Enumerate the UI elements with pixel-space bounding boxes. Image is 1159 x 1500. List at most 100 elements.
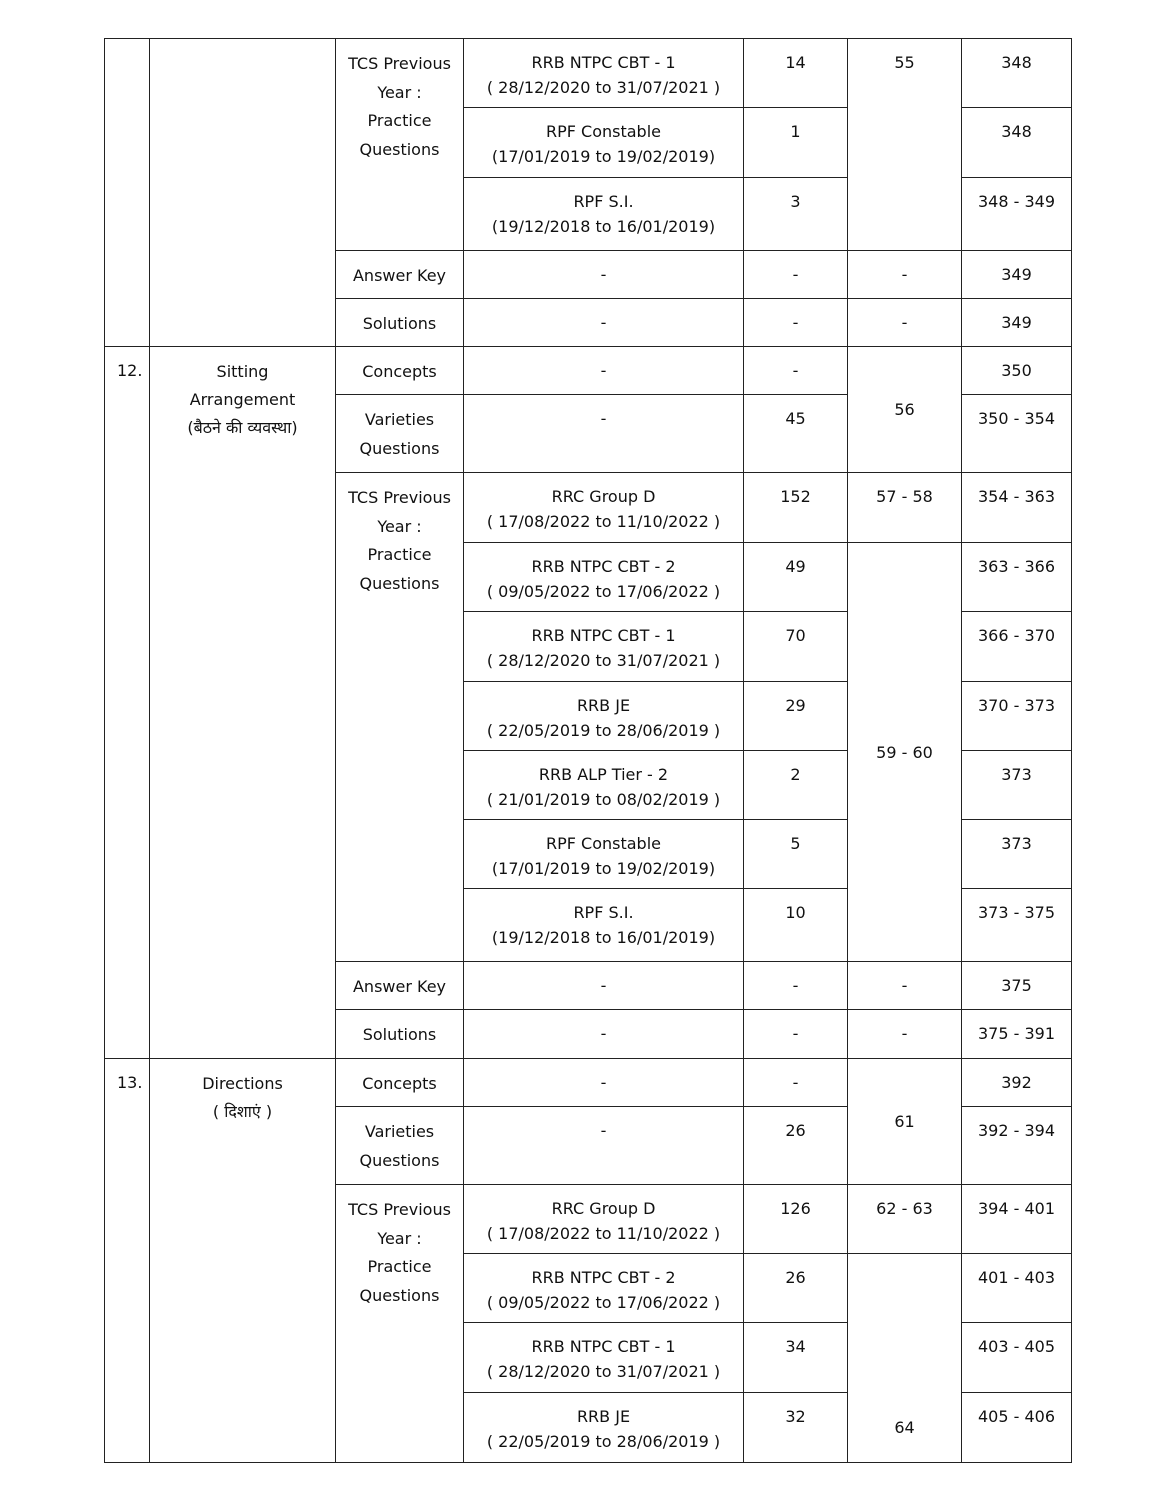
exam-cell: RRB JE ( 22/05/2019 to 28/06/2019 ) [463, 681, 744, 751]
exam-cell: RPF S.I. (19/12/2018 to 16/01/2019) [463, 177, 744, 251]
table-row: Answer Key - - -375 [105, 961, 1072, 1010]
section-cell: Answer Key [335, 961, 464, 1010]
table-row: RRB ALP Tier - 2 ( 21/01/2019 to 08/02/2… [105, 750, 1072, 820]
table-row: Varieties Questions -45 350 - 354 [105, 394, 1072, 473]
solution-page-cell: 403 - 405 [961, 1322, 1072, 1393]
exam-cell: - [463, 298, 744, 347]
page-cell: 61 [847, 1058, 962, 1185]
page-cell: - [847, 298, 962, 347]
exam-cell: RRB ALP Tier - 2 ( 21/01/2019 to 08/02/2… [463, 750, 744, 820]
section-cell: Varieties Questions [335, 1106, 464, 1185]
solution-page-cell: 370 - 373 [961, 681, 1072, 751]
serial-cell: 13. [104, 1058, 150, 1463]
solution-page-cell: 373 [961, 819, 1072, 889]
contents-table-body: TCS Previous Year : Practice Questions RR… [104, 38, 1072, 1463]
exam-cell: RPF S.I. (19/12/2018 to 16/01/2019) [463, 888, 744, 962]
questions-count-cell: - [743, 346, 848, 395]
questions-count-cell: 152 [743, 472, 848, 543]
questions-count-cell: - [743, 250, 848, 299]
page-cell: 59 - 60 [847, 542, 962, 962]
exam-cell: RRB NTPC CBT - 1 ( 28/12/2020 to 31/07/2… [463, 1322, 744, 1393]
topic-cell: Sitting Arrangement (बैठने की व्यवस्था) [149, 346, 336, 1059]
exam-cell: - [463, 961, 744, 1010]
page-cell: 64 [847, 1253, 962, 1463]
solution-page-cell: 375 - 391 [961, 1009, 1072, 1059]
solution-page-cell: 375 [961, 961, 1072, 1010]
solution-page-cell: 373 [961, 750, 1072, 820]
solution-page-cell: 350 - 354 [961, 394, 1072, 473]
serial-cell: 12. [104, 346, 150, 1059]
exam-cell: - [463, 250, 744, 299]
exam-cell: - [463, 1058, 744, 1107]
section-cell: TCS Previous Year : Practice Questions [335, 38, 464, 251]
solution-page-cell: 373 - 375 [961, 888, 1072, 962]
solution-page-cell: 348 [961, 107, 1072, 178]
table-row: RRB NTPC CBT - 2 ( 09/05/2022 to 17/06/2… [105, 542, 1072, 962]
table-row: RRB NTPC CBT - 1 ( 28/12/2020 to 31/07/2… [105, 611, 1072, 682]
topic-cell: Directions ( दिशाएं ) [149, 1058, 336, 1463]
questions-count-cell: - [743, 1058, 848, 1107]
questions-count-cell: 26 [743, 1106, 848, 1185]
page-cell: - [847, 1009, 962, 1059]
solution-page-cell: 349 [961, 250, 1072, 299]
section-cell: Answer Key [335, 250, 464, 299]
solution-page-cell: 405 - 406 [961, 1392, 1072, 1463]
solution-page-cell: 350 [961, 346, 1072, 395]
page-cell: - [847, 961, 962, 1010]
section-cell: Solutions [335, 1009, 464, 1059]
page-cell: - [847, 250, 962, 299]
page-cell: 57 - 58 [847, 472, 962, 543]
serial-cell [104, 38, 150, 347]
exam-cell: RRB NTPC CBT - 1 ( 28/12/2020 to 31/07/2… [463, 38, 744, 108]
solution-page-cell: 348 - 349 [961, 177, 1072, 251]
topic-cell [149, 38, 336, 347]
solution-page-cell: 366 - 370 [961, 611, 1072, 682]
questions-count-cell: 5 [743, 819, 848, 889]
page-cell: 56 [847, 346, 962, 473]
questions-count-cell: - [743, 961, 848, 1010]
questions-count-cell: 2 [743, 750, 848, 820]
page-cell: 62 - 63 [847, 1184, 962, 1254]
questions-count-cell: 3 [743, 177, 848, 251]
solution-page-cell: 394 - 401 [961, 1184, 1072, 1254]
exam-cell: RRB NTPC CBT - 1 ( 28/12/2020 to 31/07/2… [463, 611, 744, 682]
questions-count-cell: 14 [743, 38, 848, 108]
questions-count-cell: 1 [743, 107, 848, 178]
exam-cell: RPF Constable (17/01/2019 to 19/02/2019) [463, 819, 744, 889]
exam-cell: - [463, 1106, 744, 1185]
questions-count-cell: 126 [743, 1184, 848, 1254]
exam-cell: RPF Constable (17/01/2019 to 19/02/2019) [463, 107, 744, 178]
questions-count-cell: - [743, 298, 848, 347]
table-row: TCS Previous Year : Practice Questions RR… [105, 472, 1072, 962]
exam-cell: RRC Group D ( 17/08/2022 to 11/10/2022 ) [463, 1184, 744, 1254]
section-cell: Concepts [335, 1058, 464, 1107]
section-cell: Varieties Questions [335, 394, 464, 473]
table-row: RRB JE ( 22/05/2019 to 28/06/2019 ) 32 405… [105, 1392, 1072, 1463]
section-cell: TCS Previous Year : Practice Questions [335, 1184, 464, 1463]
questions-count-cell: 32 [743, 1392, 848, 1463]
questions-count-cell: 70 [743, 611, 848, 682]
exam-cell: - [463, 1009, 744, 1059]
solution-page-cell: 349 [961, 298, 1072, 347]
exam-cell: - [463, 346, 744, 395]
table-row: 12. Sitting Arrangement (बैठने की व्यवस्थ… [104, 346, 1072, 1059]
page-cell: 55 [847, 38, 962, 251]
table-row: TCS Previous Year : Practice Questions RR… [104, 38, 1072, 347]
solution-page-cell: 401 - 403 [961, 1253, 1072, 1323]
questions-count-cell: 26 [743, 1253, 848, 1323]
exam-cell: - [463, 394, 744, 473]
table-row: RRB NTPC CBT - 1 ( 28/12/2020 to 31/07/2… [105, 1322, 1072, 1393]
contents-table: TCS Previous Year : Practice Questions RR… [104, 38, 1072, 1463]
table-row: RPF Constable (17/01/2019 to 19/02/2019)… [105, 819, 1072, 889]
table-row: RPF S.I. (19/12/2018 to 16/01/2019) 10 373… [105, 888, 1072, 962]
questions-count-cell: 34 [743, 1322, 848, 1393]
section-cell: TCS Previous Year : Practice Questions [335, 472, 464, 962]
questions-count-cell: 45 [743, 394, 848, 473]
section-cell: Concepts [335, 346, 464, 395]
questions-count-cell: 49 [743, 542, 848, 612]
table-row: Answer Key - - -349 [105, 250, 1072, 299]
questions-count-cell: 29 [743, 681, 848, 751]
table-row: Solutions - - -349 [105, 298, 1072, 347]
solution-page-cell: 354 - 363 [961, 472, 1072, 543]
exam-cell: RRB NTPC CBT - 2 ( 09/05/2022 to 17/06/2… [463, 1253, 744, 1323]
